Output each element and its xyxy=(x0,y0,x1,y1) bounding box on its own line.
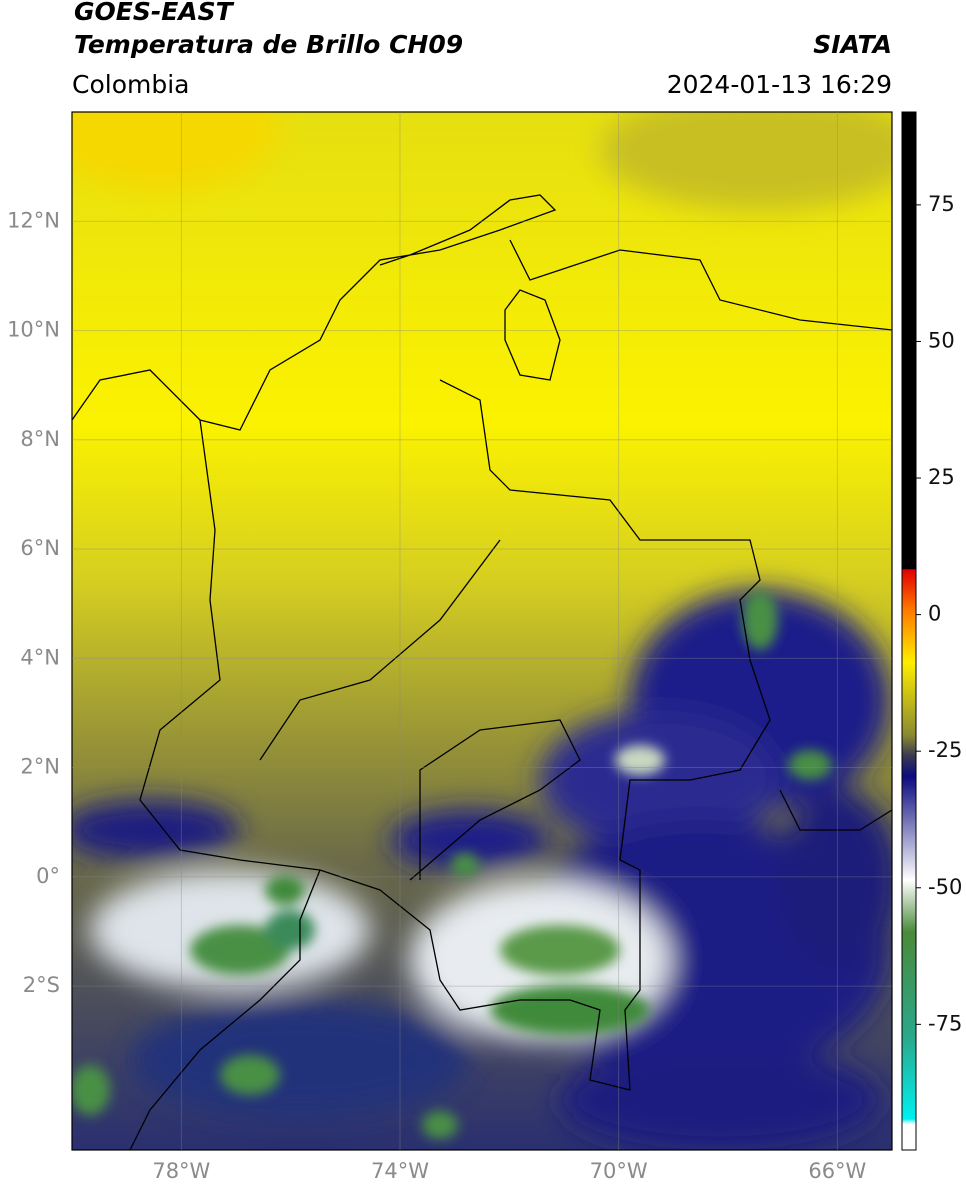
y-tick-label: 10°N xyxy=(7,318,60,342)
colorbar-tick-label: -75 xyxy=(928,1011,962,1035)
x-tick-label: 78°W xyxy=(152,1159,210,1183)
y-tick-label: 8°N xyxy=(20,427,60,451)
colorbar-tick-label: 50 xyxy=(928,328,955,352)
y-tick-label: 2°N xyxy=(20,755,60,779)
satellite-image xyxy=(72,112,892,1150)
y-tick-label: 0° xyxy=(36,864,60,888)
title: GOES-EAST xyxy=(74,0,235,26)
colorbar xyxy=(901,111,917,1151)
x-tick-label: 66°W xyxy=(808,1159,866,1183)
subtitle: Temperatura de Brillo CH09 xyxy=(74,30,463,59)
colorbar-tick-label: 0 xyxy=(928,602,941,626)
x-tick-label: 70°W xyxy=(590,1159,648,1183)
source: SIATA xyxy=(813,30,892,59)
map-frame xyxy=(71,111,893,1151)
colorbar-tick-label: 25 xyxy=(928,465,955,489)
y-tick-label: 4°N xyxy=(20,645,60,669)
y-tick-label: 6°N xyxy=(20,536,60,560)
region: Colombia xyxy=(72,70,189,99)
y-tick-label: 2°S xyxy=(23,973,60,997)
colorbar-tick-label: -50 xyxy=(928,875,962,899)
colorbar-tick-label: 75 xyxy=(928,192,955,216)
y-tick-label: 12°N xyxy=(7,208,60,232)
colorbar-tick-label: -25 xyxy=(928,738,962,762)
datetime: 2024-01-13 16:29 xyxy=(667,70,892,99)
x-tick-label: 74°W xyxy=(371,1159,429,1183)
